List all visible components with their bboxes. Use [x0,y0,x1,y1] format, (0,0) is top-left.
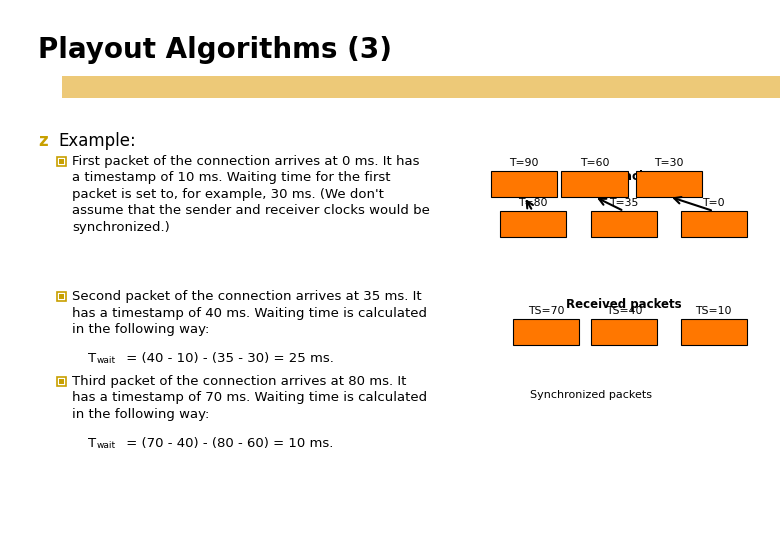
FancyBboxPatch shape [562,171,627,197]
FancyBboxPatch shape [680,319,747,345]
Text: = (70 - 40) - (80 - 60) = 10 ms.: = (70 - 40) - (80 - 60) = 10 ms. [122,437,333,450]
Text: T=90: T=90 [509,158,539,167]
Bar [62,76,780,98]
FancyBboxPatch shape [491,171,558,197]
Text: T=0: T=0 [702,198,725,208]
Text: = (40 - 10) - (35 - 30) = 25 ms.: = (40 - 10) - (35 - 30) = 25 ms. [122,352,334,365]
Text: T=35: T=35 [609,198,639,208]
Text: TS=40: TS=40 [606,306,642,316]
FancyBboxPatch shape [680,211,747,237]
FancyBboxPatch shape [59,294,64,299]
Text: Sent packets: Sent packets [581,170,667,183]
Text: wait: wait [97,356,116,365]
Text: Example:: Example: [58,132,136,150]
FancyBboxPatch shape [591,211,658,237]
FancyBboxPatch shape [57,157,66,166]
Text: Second packet of the connection arrives at 35 ms. It
has a timestamp of 40 ms. W: Second packet of the connection arrives … [72,290,427,336]
Text: First packet of the connection arrives at 0 ms. It has
a timestamp of 10 ms. Wai: First packet of the connection arrives a… [72,155,430,234]
FancyBboxPatch shape [59,379,64,384]
FancyBboxPatch shape [57,377,66,386]
Text: T=30: T=30 [654,158,684,167]
Text: Playout Algorithms (3): Playout Algorithms (3) [38,36,392,64]
Text: Third packet of the connection arrives at 80 ms. It
has a timestamp of 70 ms. Wa: Third packet of the connection arrives a… [72,375,427,421]
FancyBboxPatch shape [591,319,658,345]
Text: z: z [38,132,48,150]
FancyBboxPatch shape [636,171,703,197]
Text: Synchronized packets: Synchronized packets [530,390,652,400]
Text: T=60: T=60 [580,158,609,167]
Text: wait: wait [97,441,116,450]
Text: T=80: T=80 [518,198,548,208]
Text: T: T [88,352,96,365]
FancyBboxPatch shape [59,159,64,164]
Text: TS=70: TS=70 [528,306,564,316]
FancyBboxPatch shape [57,292,66,301]
FancyBboxPatch shape [513,319,580,345]
FancyBboxPatch shape [500,211,566,237]
Text: Received packets: Received packets [566,298,682,311]
Text: T: T [88,437,96,450]
Text: TS=10: TS=10 [696,306,732,316]
